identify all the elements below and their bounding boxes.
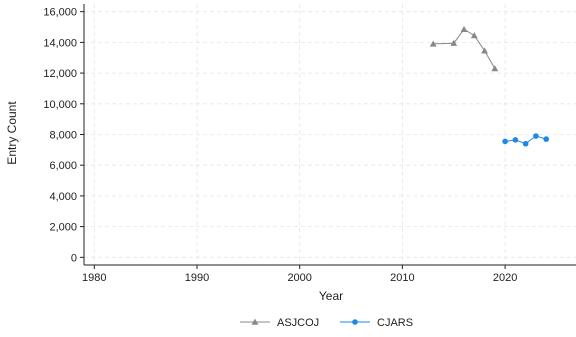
y-tick-label: 12,000 [43,68,77,80]
data-point-asjcoj [491,65,499,72]
series-layer [429,25,549,147]
y-axis-ticks: 0 2,000 4,000 6,000 8,000 10,000 12,000 14,000 1… [43,7,84,264]
data-point-asjcoj [470,32,478,39]
y-axis-title: Entry Count [5,101,19,165]
y-tick-label: 16,000 [43,7,77,19]
series-cjars [502,133,549,147]
grid-lines [84,4,576,265]
data-point-cjars [533,133,539,139]
data-point-asjcoj [450,39,458,46]
y-tick-label: 14,000 [43,37,77,49]
series-line-asjcoj [433,28,496,69]
x-tick-label: 2010 [390,272,414,284]
x-axis-ticks: 1980 1990 2000 2010 2020 [82,265,517,284]
y-tick-label: 10,000 [43,99,77,111]
data-point-cjars [502,138,508,145]
x-tick-label: 2020 [493,272,517,284]
y-tick-label: 4,000 [49,191,77,203]
x-tick-label: 1990 [185,272,209,284]
legend-marker-cjars [352,319,358,325]
data-point-asjcoj [460,25,468,33]
y-tick-label: 6,000 [49,160,77,172]
legend: ASJCOJ CJARS [240,317,413,329]
data-point-asjcoj [481,47,488,54]
y-tick-label: 2,000 [49,222,77,234]
data-point-cjars [543,136,549,142]
x-tick-label: 1980 [82,272,106,284]
y-tick-label: 0 [71,252,77,264]
legend-marker-asjcoj [251,318,259,325]
legend-label-cjars: CJARS [377,317,413,329]
x-axis-title: Year [319,289,343,303]
y-tick-label: 8,000 [49,130,77,142]
data-point-cjars [512,137,519,143]
legend-label-asjcoj: ASJCOJ [277,317,319,329]
x-tick-label: 2000 [287,272,311,284]
data-point-cjars [522,140,529,147]
data-point-asjcoj [429,40,437,47]
series-asjcoj [429,25,499,72]
